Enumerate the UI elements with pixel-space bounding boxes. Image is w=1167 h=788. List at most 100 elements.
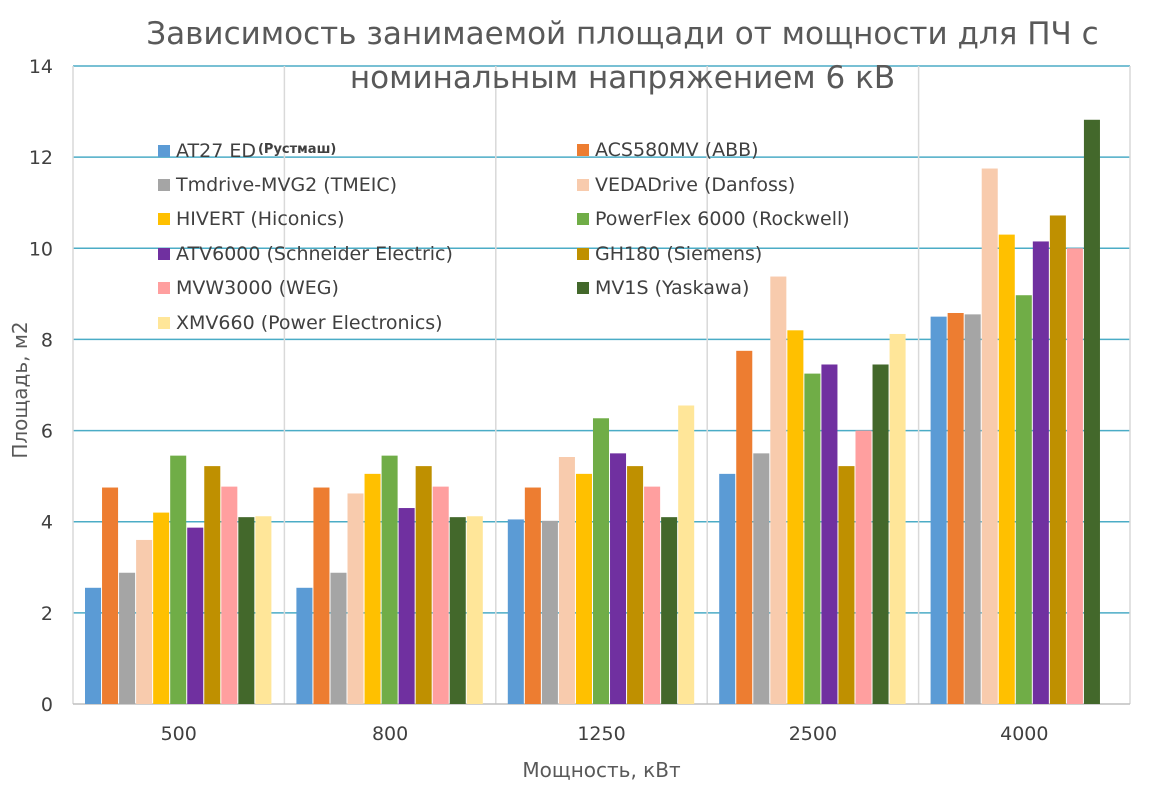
legend-item: XMV660 (Power Electronics)	[158, 312, 443, 334]
y-axis-title: Площадь, м2	[8, 321, 32, 458]
legend-label: XMV660 (Power Electronics)	[176, 311, 443, 334]
chart-title-line-1: Зависимость занимаемой площади от мощнос…	[146, 16, 1099, 52]
bar	[558, 457, 575, 704]
legend-label: GH180 (Siemens)	[595, 242, 763, 265]
legend-label: HIVERT (Hiconics)	[176, 208, 345, 230]
legend-item: ACS580MV (ABB)	[577, 139, 759, 161]
y-tick-label: 10	[29, 238, 53, 260]
bar	[204, 466, 221, 704]
legend-label: ACS580MV (ABB)	[595, 139, 759, 161]
bar	[1066, 248, 1083, 705]
bar	[964, 314, 981, 704]
legend-label: MV1S (Yaskawa)	[595, 277, 750, 299]
legend-item: PowerFlex 6000 (Rockwell)	[577, 208, 850, 230]
y-tick-label: 8	[41, 329, 53, 351]
bar	[627, 466, 644, 704]
bar	[1083, 119, 1100, 704]
y-tick-label: 14	[29, 56, 53, 78]
y-tick-label: 2	[41, 603, 53, 625]
legend-item: Tmdrive-MVG2 (TMEIC)	[158, 174, 397, 196]
bar	[187, 527, 204, 704]
bar	[838, 466, 855, 704]
bar	[736, 350, 753, 704]
bar	[592, 418, 610, 704]
legend-swatch	[158, 145, 170, 157]
bar	[507, 519, 524, 704]
bar	[466, 516, 483, 704]
x-tick-label: 4000	[1000, 723, 1048, 745]
bar	[855, 430, 872, 704]
x-tick-label: 800	[372, 723, 408, 745]
bar	[1015, 295, 1032, 704]
bar	[398, 508, 415, 704]
bar	[364, 473, 381, 704]
bar	[119, 572, 136, 704]
legend-swatch	[158, 316, 170, 329]
legend-swatch	[158, 282, 170, 294]
bar	[296, 587, 313, 704]
bar	[432, 486, 449, 704]
legend-item: MVW3000 (WEG)	[158, 277, 339, 299]
bar	[787, 330, 804, 704]
legend-swatch	[577, 213, 589, 225]
legend-swatch	[577, 282, 589, 294]
bar	[415, 466, 432, 704]
bar	[930, 316, 947, 704]
bar	[872, 364, 889, 704]
bar	[678, 405, 695, 704]
bar	[1049, 215, 1066, 704]
bar	[644, 486, 661, 704]
bar	[661, 517, 678, 704]
bar	[238, 517, 255, 704]
bar	[330, 572, 347, 704]
y-tick-label: 0	[41, 694, 53, 716]
bar	[610, 453, 627, 704]
x-axis-title: Мощность, кВт	[522, 758, 681, 782]
y-tick-label: 12	[29, 147, 53, 169]
bar	[541, 520, 558, 704]
bar	[1032, 241, 1049, 704]
bar	[170, 455, 187, 704]
x-tick-label: 1250	[577, 723, 625, 745]
legend-swatch	[577, 178, 589, 191]
legend-swatch	[158, 178, 170, 191]
y-tick-label: 6	[41, 421, 53, 443]
bar	[85, 587, 102, 704]
bar	[998, 234, 1015, 704]
bar	[255, 516, 272, 704]
x-tick-label: 2500	[789, 723, 837, 745]
bar	[313, 487, 330, 704]
bar	[821, 364, 838, 704]
legend-label: ATV6000 (Schneider Electric)	[176, 242, 453, 265]
legend-label: Tmdrive-MVG2 (TMEIC)	[176, 173, 397, 196]
legend-swatch	[577, 247, 589, 260]
bar	[153, 512, 170, 704]
legend-swatch	[577, 144, 589, 156]
bar	[947, 312, 964, 704]
legend-item: VEDADrive (Danfoss)	[577, 174, 795, 196]
bar	[381, 455, 398, 704]
legend-label: VEDADrive (Danfoss)	[595, 173, 796, 196]
bar	[981, 168, 998, 705]
legend-item: AT27 ED (Рустмаш)	[158, 139, 336, 162]
legend-item: MV1S (Yaskawa)	[577, 277, 749, 299]
legend-label: MVW3000 (WEG)	[176, 277, 339, 299]
legend-swatch	[158, 247, 170, 260]
bar	[804, 373, 821, 704]
legend-item: HIVERT (Hiconics)	[158, 208, 345, 230]
bar	[449, 517, 466, 704]
x-tick-label: 500	[161, 723, 197, 745]
legend-label: AT27 ED	[176, 140, 256, 162]
bar	[753, 453, 770, 704]
legend-item: GH180 (Siemens)	[577, 243, 762, 265]
bar	[524, 487, 541, 704]
chart-title-line-2: номинальным напряжением 6 кВ	[349, 60, 896, 96]
bar	[221, 486, 238, 704]
bar	[136, 539, 153, 704]
legend-swatch	[158, 213, 170, 225]
bar	[770, 276, 787, 704]
bar	[102, 487, 119, 704]
bar	[575, 473, 592, 704]
legend-item: ATV6000 (Schneider Electric)	[158, 243, 453, 265]
